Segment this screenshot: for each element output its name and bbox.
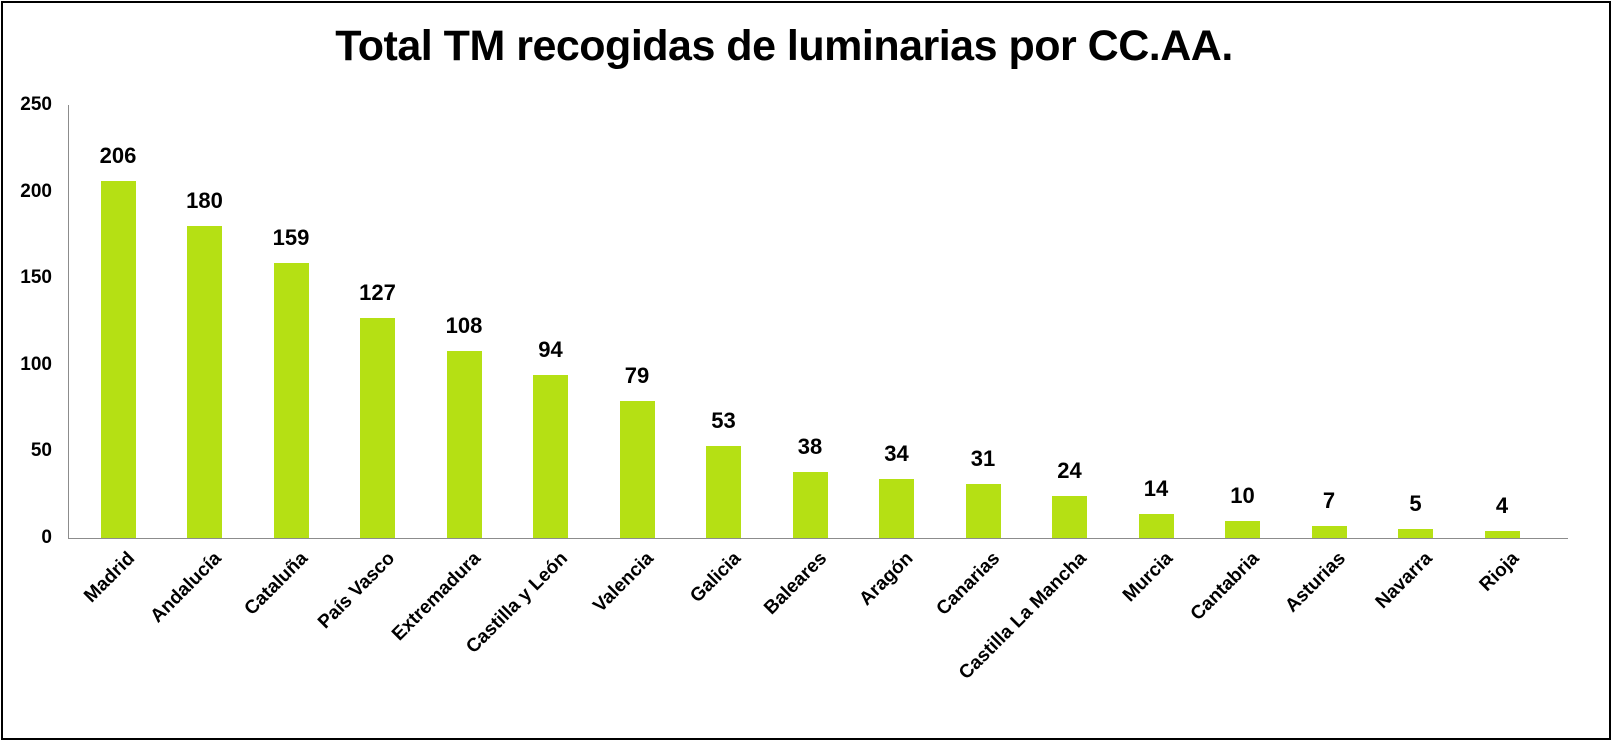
y-tick-label: 200: [20, 180, 52, 202]
bar: [273, 262, 309, 538]
bar: [100, 181, 136, 538]
bar: [706, 446, 741, 538]
bar: [1052, 496, 1087, 538]
data-label: 108: [445, 312, 483, 338]
y-tick-label: 100: [20, 353, 52, 375]
y-tick-label: 0: [41, 527, 52, 548]
data-label: 79: [624, 363, 650, 389]
bar: [1225, 520, 1260, 538]
bar: [792, 472, 828, 538]
data-label: 38: [797, 434, 823, 460]
bar: [619, 401, 655, 538]
data-label: 31: [970, 446, 996, 472]
data-label: 159: [272, 224, 310, 250]
data-label: 53: [711, 408, 736, 434]
y-axis-line: [68, 105, 69, 538]
bar: [965, 484, 1001, 538]
bar: [1311, 525, 1347, 538]
data-label: 94: [538, 337, 563, 363]
y-tick-label: 50: [30, 440, 52, 462]
data-label: 206: [99, 143, 137, 169]
chart-title: Total TM recogidas de luminarias por CC.…: [335, 22, 1233, 70]
y-tick-label: 250: [20, 94, 52, 115]
data-label: 34: [884, 441, 909, 467]
bar: [446, 350, 482, 538]
data-label: 14: [1143, 475, 1169, 501]
bar: [360, 318, 395, 538]
data-label: 7: [1322, 487, 1336, 513]
bar: [1138, 513, 1174, 538]
data-label: 127: [359, 280, 396, 306]
data-label: 10: [1230, 482, 1255, 508]
bar: [879, 479, 914, 538]
y-tick-label: 150: [20, 267, 52, 289]
bar: [1398, 529, 1433, 538]
data-label: 5: [1409, 491, 1422, 517]
bar: [187, 226, 222, 538]
data-label: 180: [186, 188, 223, 214]
data-label: 4: [1495, 493, 1509, 519]
x-axis-line: [68, 538, 1568, 539]
bar: [1484, 531, 1520, 538]
data-label: 24: [1057, 458, 1082, 484]
bar: [533, 375, 568, 538]
